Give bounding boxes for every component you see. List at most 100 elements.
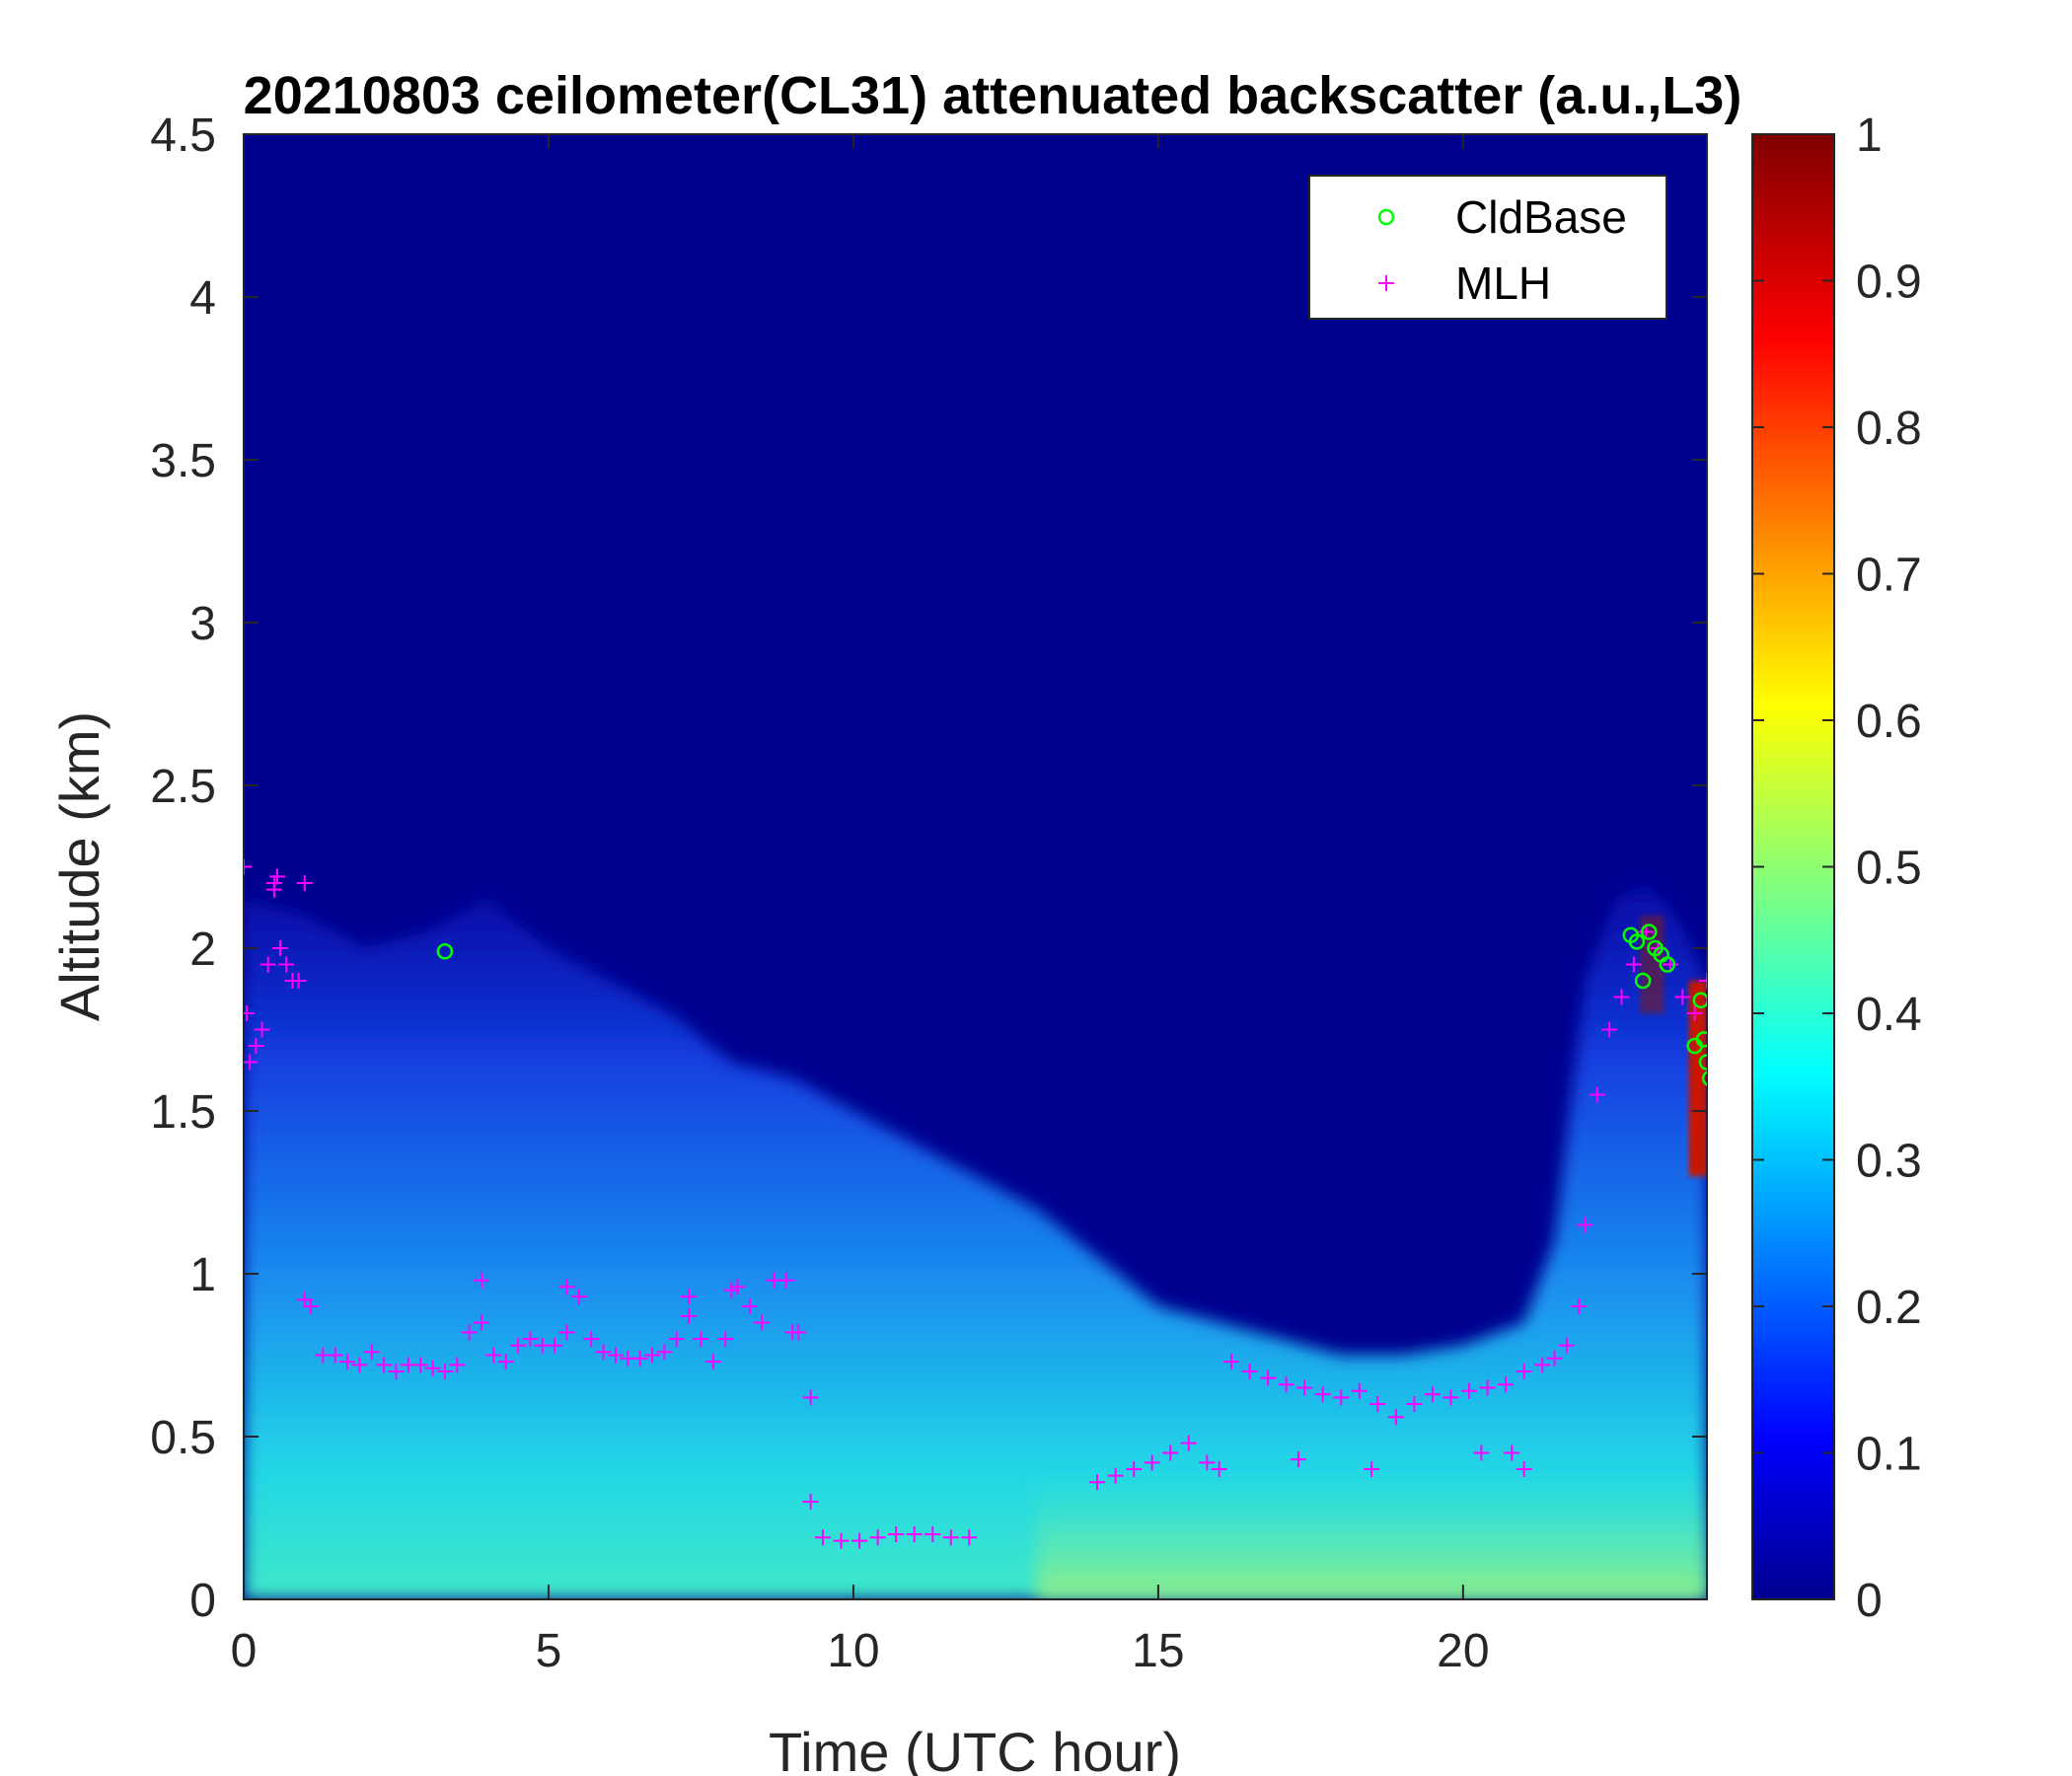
mlh-point [1516,1461,1532,1477]
mlh-point [1473,1444,1490,1461]
legend-box [1308,175,1667,320]
mlh-point [1278,1376,1295,1393]
mlh-point [412,1357,429,1373]
mlh-point [1571,1298,1588,1314]
mlh-point [497,1354,514,1370]
legend: CldBase MLH [1308,175,1667,320]
cldbase-point [1634,972,1652,990]
x-axis-title: Time (UTC hour) [769,1721,1181,1776]
mlh-point [290,973,307,989]
mlh-point [296,1292,313,1308]
mlh-point [1351,1382,1368,1399]
mlh-point [424,1360,441,1376]
mlh-point [1686,1005,1703,1021]
mlh-point [656,1344,673,1361]
mlh-point [1333,1389,1350,1406]
mlh-point [248,1038,264,1054]
series-markers [244,858,1707,1549]
cldbase-point [436,943,454,960]
mlh-point [1260,1369,1277,1386]
mlh-point [259,956,276,973]
mlh-point [296,875,313,891]
mlh-point [802,1389,819,1406]
y-tick-label: 2.5 [150,761,216,813]
mlh-point [1107,1467,1124,1484]
colorbar-ticks: 0 0.1 0.2 0.3 0.4 0.5 0.6 0.7 0.8 0.9 1 [1752,110,1922,1627]
mlh-point [272,940,289,956]
mlh-point [473,1272,489,1289]
legend-marker-mlh [1378,275,1394,291]
mlh-point [1504,1444,1520,1461]
y-tick-label: 0.5 [150,1412,216,1464]
mlh-point [485,1347,502,1364]
mlh-point [1314,1386,1331,1403]
mlh-point [473,1314,489,1331]
x-ticks: 0 5 10 15 20 [231,134,1490,1677]
y-tick-label: 2 [189,924,216,976]
mlh-point [925,1526,941,1542]
colorbar-tick-label: 0.4 [1856,989,1922,1041]
colorbar-tick-label: 0.5 [1856,843,1922,895]
mlh-point [681,1289,698,1305]
mlh-point [1534,1357,1551,1373]
legend-marker-cldbase [1377,208,1395,226]
mlh-point [1126,1461,1143,1477]
colorbar-gradient [1751,133,1835,1600]
mlh-point [1296,1379,1313,1396]
mlh-point [693,1331,709,1347]
mlh-point [1199,1454,1216,1471]
legend-label: CldBase [1455,191,1627,243]
backscatter-field [244,883,1707,1599]
mlh-point [558,1324,575,1341]
mlh-point [244,1054,259,1071]
mlh-point [1387,1409,1404,1426]
colorbar-tick-label: 0.9 [1856,257,1922,309]
heatmap [244,134,1707,1599]
mlh-point [1674,989,1691,1005]
colorbar-tick-label: 0.1 [1856,1429,1922,1481]
mlh-point [1180,1435,1197,1451]
mlh-point [851,1532,868,1549]
plot-axes: 0 5 10 15 20 0 0.5 1 1.5 2 2.5 3 3.5 4 4.5 [150,110,1708,1677]
mlh-point [1223,1354,1240,1370]
mlh-point [802,1494,819,1510]
cldbase-point [1695,1031,1707,1048]
mlh-point [704,1354,721,1370]
mlh-point [1613,989,1630,1005]
mlh-point [869,1529,886,1546]
cldbase-point [1698,1054,1707,1071]
mlh-point [595,1344,612,1361]
mlh-point [244,858,252,875]
mlh-point [1516,1364,1532,1379]
surface-layer [1036,1469,1707,1599]
mlh-point [449,1357,466,1373]
mlh-point [558,1279,575,1295]
cldbase-point [1701,1071,1707,1086]
y-axis-title: Altitude (km) [48,711,111,1021]
mlh-point [327,1347,343,1364]
cldbase-point [1641,924,1658,940]
y-tick-label: 3 [189,598,216,650]
mlh-point [833,1532,850,1549]
cldbase-point [1692,992,1707,1009]
mlh-point [888,1526,905,1542]
mlh-point [1589,1086,1605,1103]
y-tick-label: 4.5 [150,110,216,162]
mlh-point [388,1364,405,1379]
mlh-point [1089,1474,1106,1491]
mlh-point [1498,1376,1515,1393]
mlh-point [741,1298,758,1314]
mlh-point [570,1289,587,1305]
mlh-point [1625,956,1642,973]
y-tick-label: 1.5 [150,1086,216,1139]
mlh-point [723,1282,740,1298]
colorbar-tick-label: 0 [1856,1575,1883,1627]
mlh-point [265,881,282,898]
mlh-point [1424,1386,1441,1403]
y-tick-label: 4 [189,272,216,325]
colorbar-tick-label: 0.2 [1856,1282,1922,1334]
colorbar-tick-label: 0.8 [1856,403,1922,455]
cloud-core [1688,981,1707,1176]
mlh-point [644,1347,661,1364]
mlh-point [1546,1350,1563,1367]
